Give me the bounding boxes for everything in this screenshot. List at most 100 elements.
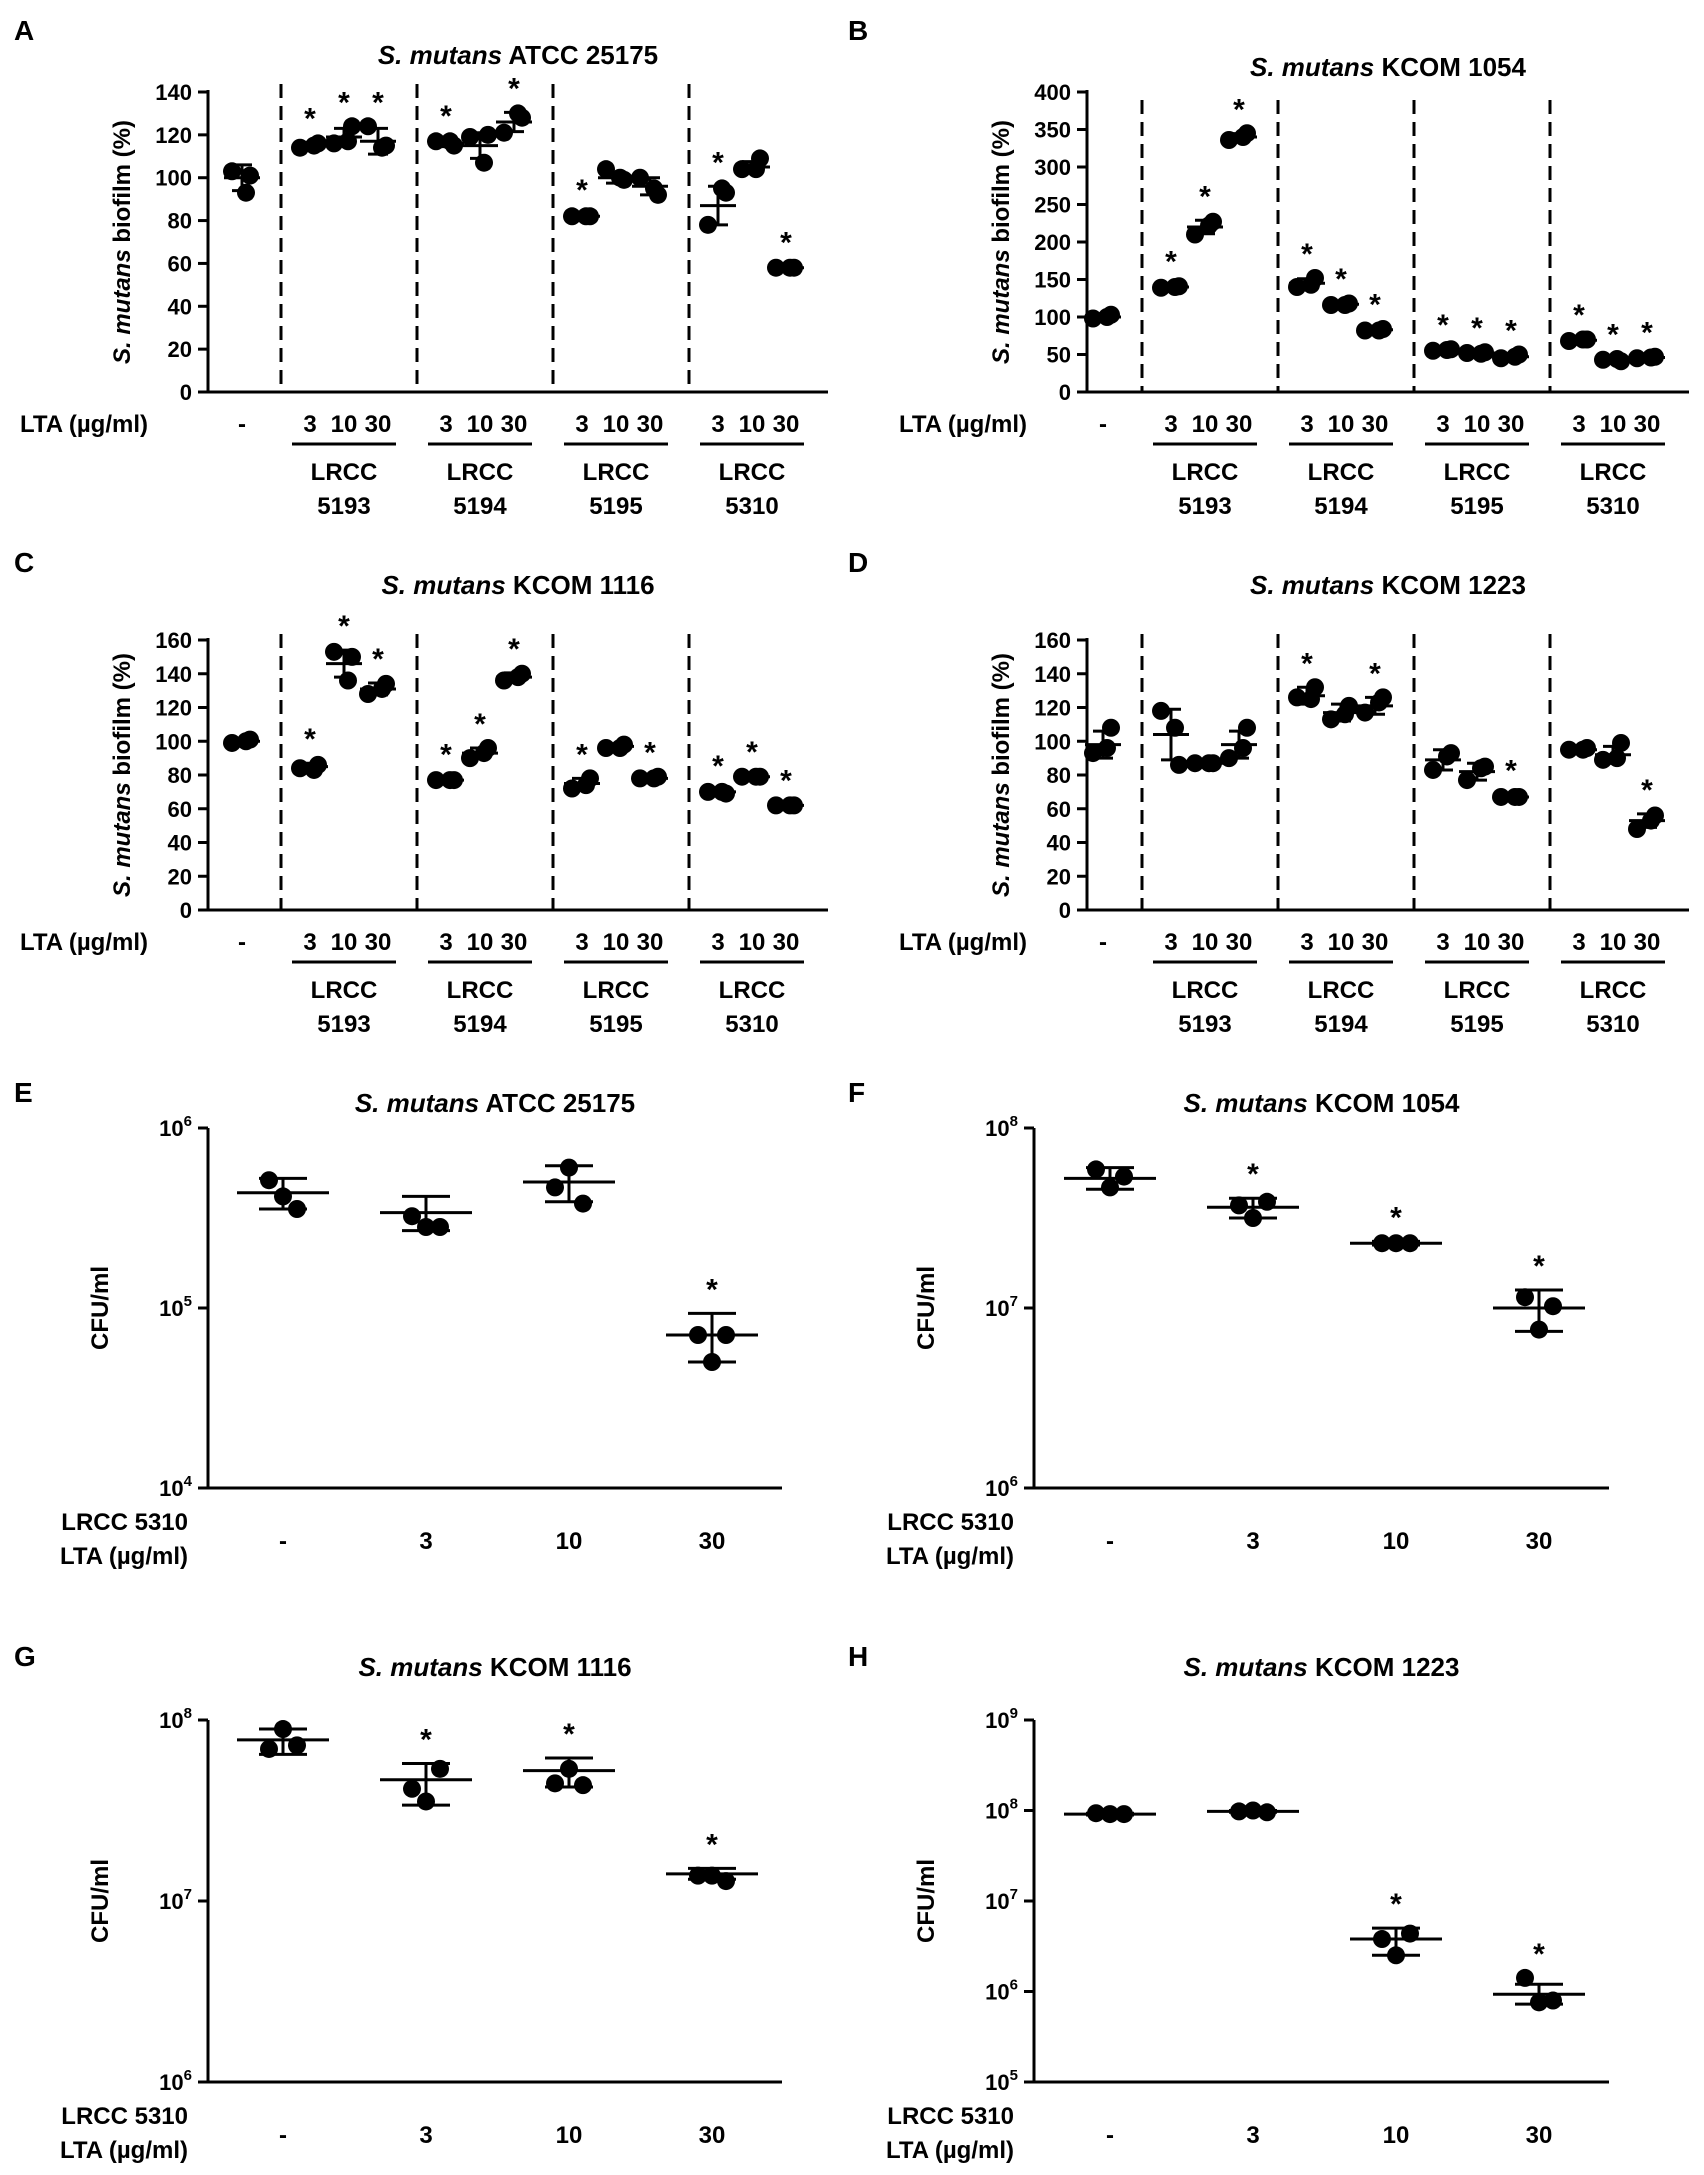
y-axis-label-unit: biofilm (%)	[988, 120, 1015, 249]
chart-title: S. mutans KCOM 1116	[358, 1652, 631, 1682]
data-point	[441, 132, 459, 151]
x-tick-label-dose: 10	[1464, 411, 1491, 438]
significance-star: *	[420, 1723, 432, 1756]
x-axis-label-line1: LRCC 5310	[887, 1509, 1014, 1536]
data-point	[645, 769, 663, 788]
y-axis-label: CFU/ml	[87, 1859, 114, 1943]
data-point	[1258, 1803, 1276, 1822]
data-point	[461, 749, 479, 768]
y-tick-base: 10	[985, 1980, 1009, 2005]
significance-star: *	[440, 738, 452, 771]
x-tick-label-dose: 3	[1164, 411, 1177, 438]
data-point	[1322, 710, 1340, 729]
data-point	[417, 1792, 435, 1811]
y-tick-label: 100	[1034, 305, 1071, 330]
data-point	[237, 183, 255, 202]
y-tick-label: 200	[1034, 230, 1071, 255]
x-axis-label-line2: LTA (µg/ml)	[60, 1543, 188, 1570]
x-tick-label-dose: 10	[1192, 929, 1219, 956]
x-axis-label-line1: LRCC 5310	[61, 1509, 188, 1536]
y-tick-label: 109	[985, 1705, 1018, 1733]
data-point	[288, 1736, 306, 1755]
group-label-line1: LRCC	[1580, 459, 1647, 486]
group-label-line1: LRCC	[1308, 459, 1375, 486]
y-tick-label: 350	[1034, 118, 1071, 143]
y-tick-exponent: 6	[184, 2067, 192, 2084]
y-tick-base: 10	[985, 1889, 1009, 1914]
y-tick-base: 10	[159, 1116, 183, 1141]
x-tick-label-dose: 10	[1192, 411, 1219, 438]
x-tick-label-dose: 3	[575, 411, 588, 438]
x-tick-label-dose: 3	[1572, 929, 1585, 956]
data-point	[717, 1872, 735, 1891]
data-point	[1166, 718, 1184, 737]
chart-title-strain: KCOM 1116	[483, 1652, 632, 1682]
data-point	[1506, 787, 1524, 806]
data-point	[1244, 1801, 1262, 1820]
data-point	[563, 207, 581, 226]
y-tick-label: 20	[168, 864, 192, 889]
data-point	[417, 1218, 435, 1236]
y-tick-label: 50	[1047, 343, 1071, 368]
data-point	[1170, 755, 1188, 774]
x-tick-label-dose: 3	[1300, 411, 1313, 438]
x-tick-label: 30	[1526, 2122, 1553, 2149]
y-tick-label: 107	[985, 1886, 1018, 1914]
panel-letter: F	[848, 1077, 865, 1108]
panel-e: E S. mutans ATCC 25175104105106CFU/mlLRCC…	[14, 1077, 782, 1570]
group-label-line2: 5310	[725, 1011, 778, 1038]
group-label-line1: LRCC	[719, 977, 786, 1004]
data-point	[495, 671, 513, 690]
data-point	[1322, 296, 1340, 314]
significance-star: *	[1165, 246, 1177, 279]
data-point	[563, 779, 581, 798]
x-axis-label: LTA (µg/ml)	[20, 929, 148, 956]
panel-letter: G	[14, 1641, 36, 1672]
y-tick-label: 80	[168, 763, 192, 788]
group-label-line1: LRCC	[1580, 977, 1647, 1004]
x-tick-label: 3	[419, 1528, 432, 1555]
data-point	[717, 1326, 735, 1344]
data-point	[1336, 705, 1354, 724]
y-tick-label: 107	[159, 1886, 192, 1914]
panel-letter: B	[848, 15, 868, 46]
data-point	[703, 1353, 721, 1371]
data-point	[597, 160, 615, 179]
data-point	[223, 733, 241, 752]
data-point	[1200, 754, 1218, 773]
y-axis-label: S. mutans biofilm (%)	[109, 653, 136, 897]
x-tick-label: 30	[699, 2122, 726, 2149]
y-axis-label-unit: biofilm (%)	[988, 653, 1015, 782]
y-tick-label: 140	[1034, 662, 1071, 687]
y-tick-label: 40	[168, 294, 192, 319]
y-tick-base: 10	[985, 2070, 1009, 2095]
data-point	[1560, 332, 1578, 350]
y-tick-label: 106	[985, 1473, 1018, 1501]
x-tick-label-dose: 30	[365, 929, 392, 956]
panel-c: C S. mutans KCOM 1116 0 20 40 60 80 100 120 140 16…	[14, 547, 828, 1038]
x-tick-label-dose: 30	[1498, 411, 1525, 438]
data-point	[1115, 1805, 1133, 1824]
significance-star: *	[304, 102, 316, 135]
data-point	[767, 258, 785, 277]
x-tick-label-dose: 10	[1464, 929, 1491, 956]
x-axis-label-line1: LRCC 5310	[887, 2103, 1014, 2130]
y-axis-label-species: S. mutans	[988, 249, 1015, 364]
y-tick-label: 108	[985, 1796, 1018, 1824]
data-point	[509, 668, 527, 687]
group-label-line1: LRCC	[719, 459, 786, 486]
x-tick-label-dose: 30	[1226, 411, 1253, 438]
data-point	[611, 168, 629, 187]
significance-star: *	[644, 737, 656, 770]
chart-title-strain: KCOM 1054	[1374, 52, 1526, 82]
data-point	[288, 1200, 306, 1218]
significance-star: *	[1533, 1250, 1545, 1283]
significance-star: *	[1471, 312, 1483, 345]
data-point	[427, 132, 445, 151]
y-tick-exponent: 6	[1010, 1977, 1018, 1994]
x-axis-label: LTA (µg/ml)	[899, 929, 1027, 956]
data-point	[1101, 1805, 1119, 1824]
data-point	[560, 1158, 578, 1177]
panel-g: G S. mutans KCOM 1116106107108CFU/mlLRCC …	[14, 1641, 782, 2164]
